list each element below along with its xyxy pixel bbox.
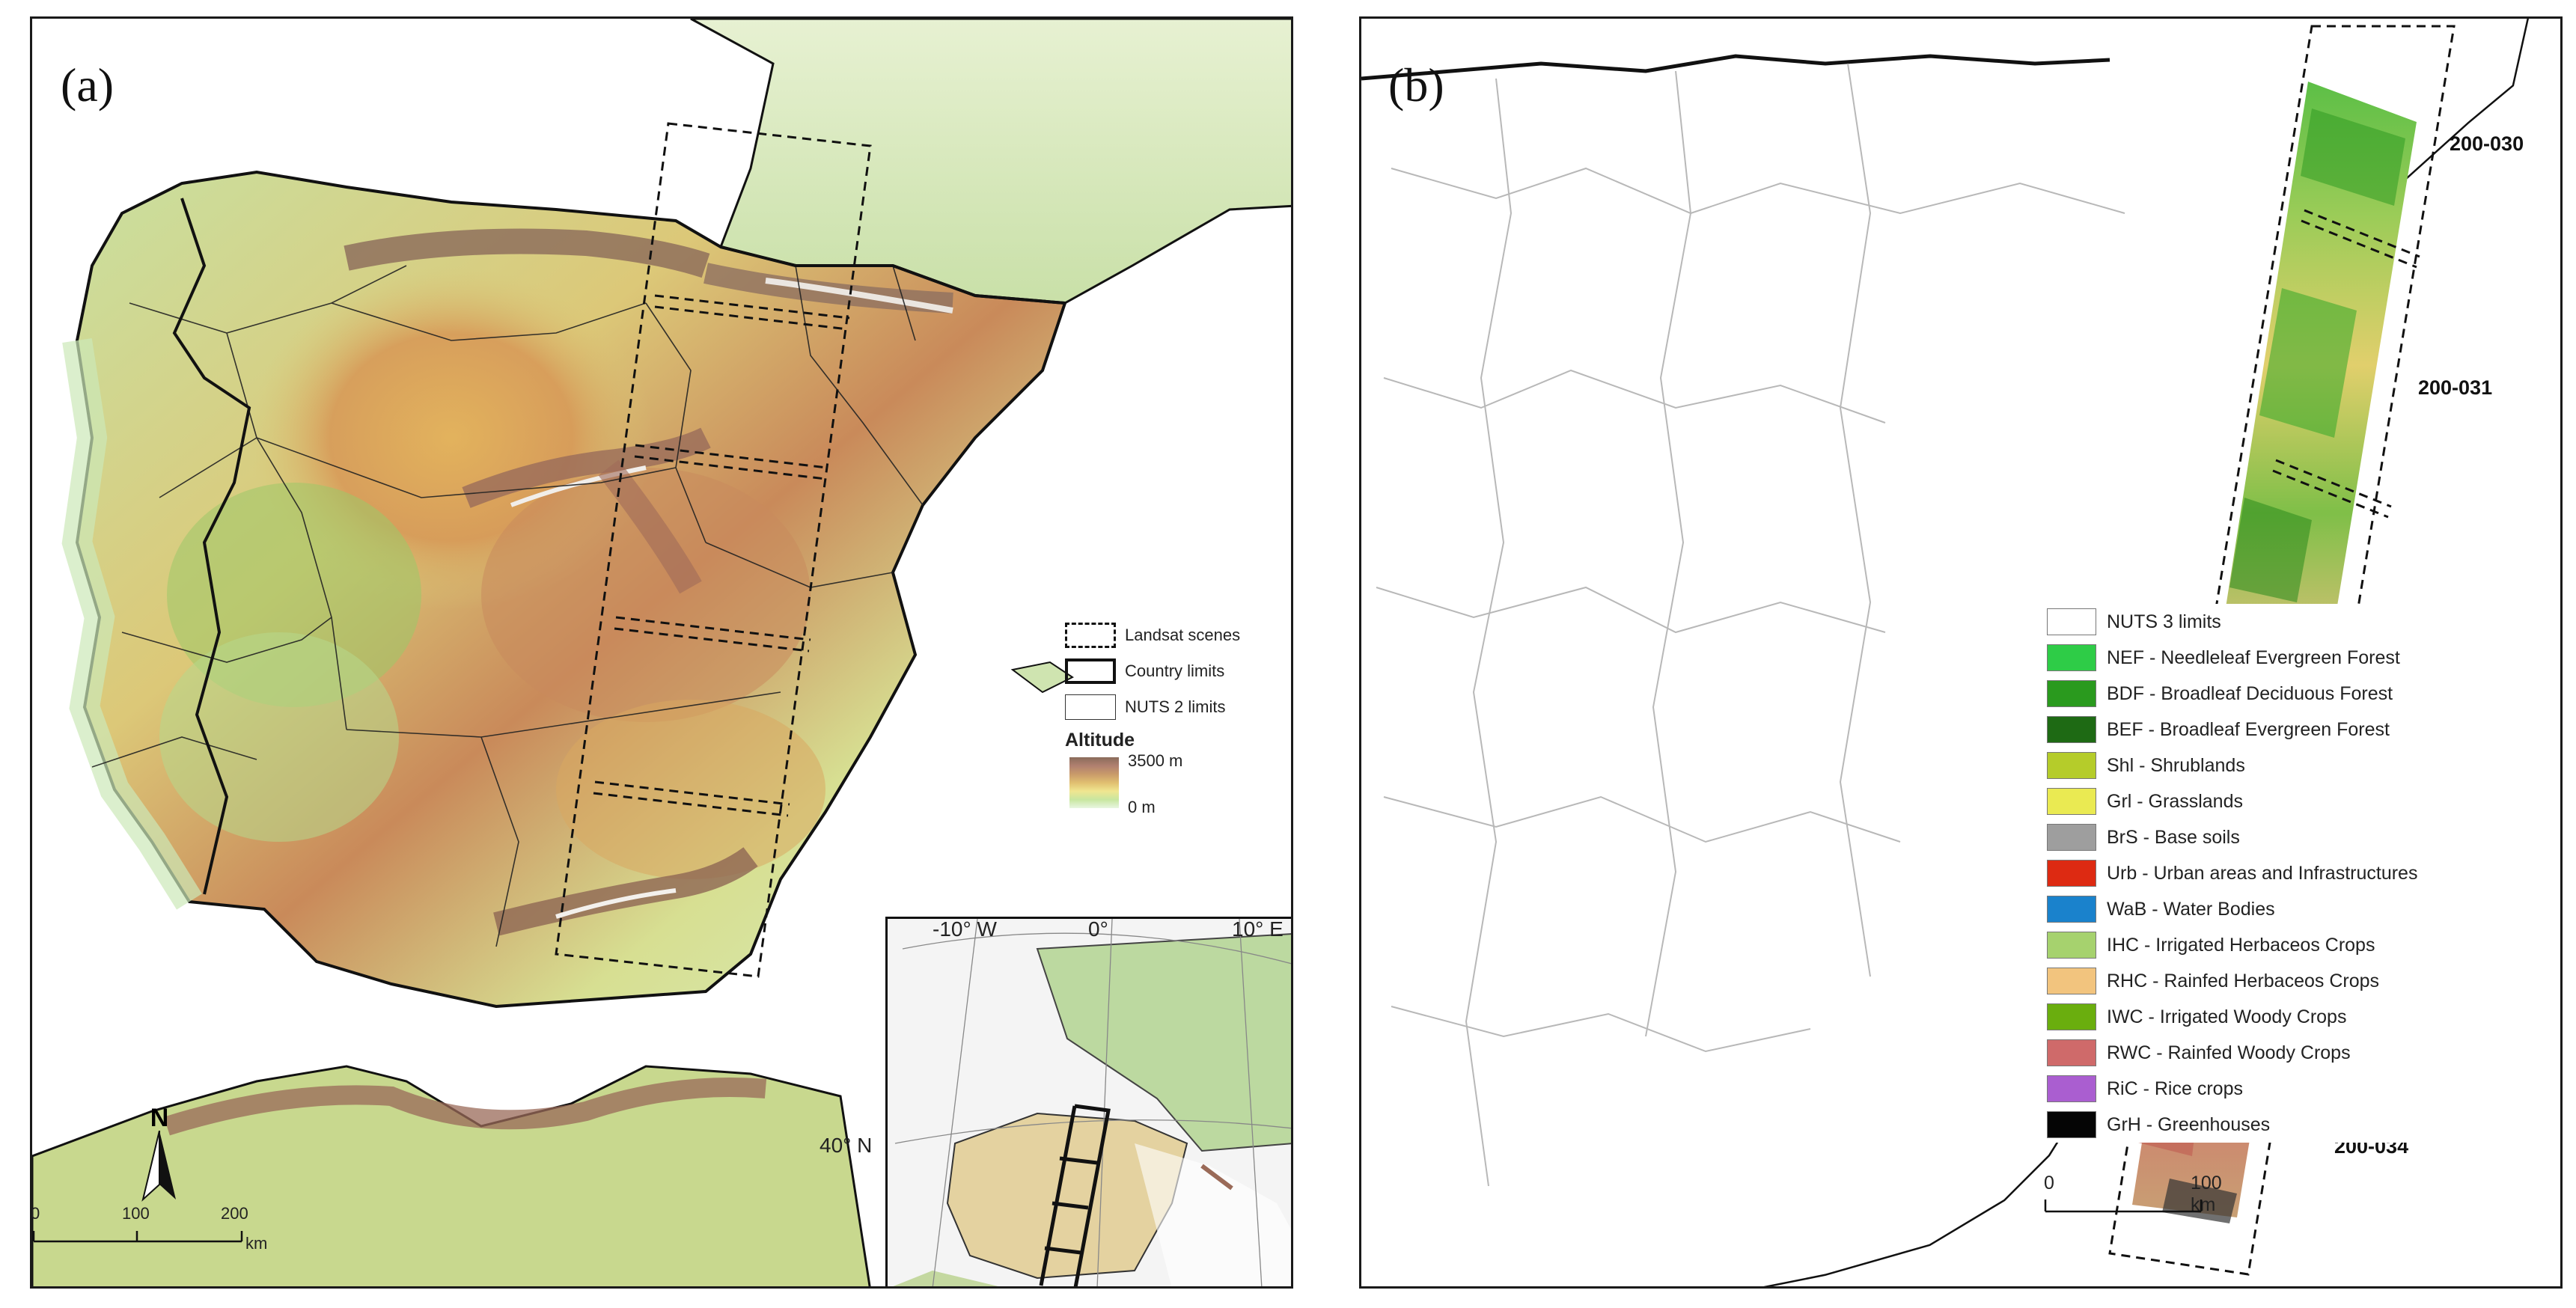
country-swatch xyxy=(1065,658,1116,684)
north-arrow-icon xyxy=(141,1131,176,1202)
legend-swatch xyxy=(2047,1111,2096,1138)
altitude-min-label: 0 m xyxy=(1128,798,1156,816)
legend-swatch xyxy=(2047,752,2096,779)
legend-label-nuts2: NUTS 2 limits xyxy=(1125,697,1226,716)
legend-label-country: Country limits xyxy=(1125,661,1225,680)
scalebar-tick-0: 0 xyxy=(31,1204,40,1223)
legend-swatch xyxy=(2047,680,2096,707)
legend-swatch xyxy=(2047,644,2096,671)
legend-item-bef: BEF - Broadleaf Evergreen Forest xyxy=(2045,712,2554,748)
legend-item-urb: Urb - Urban areas and Infrastructures xyxy=(2045,855,2554,891)
legend-item-iwc: IWC - Irrigated Woody Crops xyxy=(2045,999,2554,1035)
north-arrow: N xyxy=(137,1104,182,1202)
scalebar-line xyxy=(32,1231,243,1243)
inset-map-graphic xyxy=(888,919,1291,1286)
panel-a-label: (a) xyxy=(61,58,115,111)
legend-item-nef: NEF - Needleleaf Evergreen Forest xyxy=(2045,640,2554,676)
inset-lon-label-zero: 0° xyxy=(1088,917,1108,941)
scalebar-b-tick-0: 0 xyxy=(2044,1173,2054,1194)
legend-swatch xyxy=(2047,1039,2096,1066)
inset-lat-label-outside: 40° N xyxy=(820,1134,873,1157)
nuts2-swatch xyxy=(1065,694,1116,720)
legend-label-landsat: Landsat scenes xyxy=(1125,626,1241,644)
legend-label: RHC - Rainfed Herbaceos Crops xyxy=(2107,970,2380,991)
legend-item-wab: WaB - Water Bodies xyxy=(2045,891,2554,927)
legend-label: BEF - Broadleaf Evergreen Forest xyxy=(2107,718,2390,740)
legend-label: NEF - Needleleaf Evergreen Forest xyxy=(2107,647,2400,668)
scalebar-tick-100: 100 xyxy=(122,1204,150,1223)
legend-label: BDF - Broadleaf Deciduous Forest xyxy=(2107,682,2393,704)
panel-a-legend: Landsat scenes Country limits NUTS 2 lim… xyxy=(1065,617,1282,816)
legend-item-grh: GrH - Greenhouses xyxy=(2045,1107,2554,1143)
north-label: N xyxy=(150,1104,169,1132)
legend-item-grl: Grl - Grasslands xyxy=(2045,783,2554,819)
panel-b-legend: NUTS 3 limits NEF - Needleleaf Evergreen … xyxy=(2045,604,2554,1143)
legend-item-bdf: BDF - Broadleaf Deciduous Forest xyxy=(2045,676,2554,712)
scalebar-unit: km xyxy=(245,1234,268,1253)
legend-label: GrH - Greenhouses xyxy=(2107,1113,2271,1135)
inset-lon-label-west: -10° W xyxy=(933,917,997,941)
legend-item-brs: BrS - Base soils xyxy=(2045,819,2554,855)
panel-b-label: (b) xyxy=(1388,58,1444,111)
scalebar-b-line xyxy=(2044,1199,2203,1213)
legend-item-country: Country limits xyxy=(1065,653,1282,689)
legend-label: NUTS 3 limits xyxy=(2107,611,2221,632)
scene-label-200-031: 200-031 xyxy=(2418,376,2493,399)
legend-label: RiC - Rice crops xyxy=(2107,1078,2243,1099)
scalebar-tick-200: 200 xyxy=(221,1204,248,1223)
legend-item-nuts: NUTS 3 limits xyxy=(2045,604,2554,640)
inset-lon-label-east: 10° E xyxy=(1232,917,1284,941)
legend-swatch xyxy=(2047,1003,2096,1030)
panel-a-altitude-map: (a) Landsat scenes Country limits NUTS 2… xyxy=(30,16,1293,1289)
legend-label: WaB - Water Bodies xyxy=(2107,898,2275,920)
legend-label: BrS - Base soils xyxy=(2107,826,2240,848)
legend-swatch xyxy=(2047,932,2096,959)
legend-item-ric: RiC - Rice crops xyxy=(2045,1071,2554,1107)
legend-label: Urb - Urban areas and Infrastructures xyxy=(2107,862,2418,884)
legend-label: RWC - Rainfed Woody Crops xyxy=(2107,1042,2351,1063)
legend-label: Grl - Grasslands xyxy=(2107,790,2243,812)
legend-swatch xyxy=(2047,1075,2096,1102)
altitude-max-label: 3500 m xyxy=(1128,751,1183,770)
landsat-swatch xyxy=(1065,623,1116,648)
iberia-relief-map xyxy=(32,19,1291,1286)
inset-locator-map: -10° W 0° 10° E 40° N xyxy=(885,917,1291,1286)
panel-b-landcover-map: (b) 200-030 200-031 200-032 200-033 200-… xyxy=(1359,16,2563,1289)
legend-item-rwc: RWC - Rainfed Woody Crops xyxy=(2045,1035,2554,1071)
legend-swatch xyxy=(2047,788,2096,815)
legend-item-rhc: RHC - Rainfed Herbaceos Crops xyxy=(2045,963,2554,999)
legend-item-shl: Shl - Shrublands xyxy=(2045,748,2554,783)
legend-swatch xyxy=(2047,608,2096,635)
legend-item-landsat: Landsat scenes xyxy=(1065,617,1282,653)
altitude-color-ramp xyxy=(1069,757,1119,808)
legend-swatch xyxy=(2047,824,2096,851)
scene-label-200-030: 200-030 xyxy=(2450,132,2524,155)
altitude-title: Altitude xyxy=(1065,730,1135,751)
legend-label: IHC - Irrigated Herbaceos Crops xyxy=(2107,934,2375,956)
legend-swatch xyxy=(2047,860,2096,887)
legend-item-nuts2: NUTS 2 limits xyxy=(1065,689,1282,725)
legend-swatch xyxy=(2047,896,2096,923)
legend-swatch xyxy=(2047,716,2096,743)
altitude-ramp: 3500 m 0 m xyxy=(1065,751,1282,816)
legend-swatch xyxy=(2047,968,2096,994)
legend-item-ihc: IHC - Irrigated Herbaceos Crops xyxy=(2045,927,2554,963)
legend-label: Shl - Shrublands xyxy=(2107,754,2245,776)
legend-label: IWC - Irrigated Woody Crops xyxy=(2107,1006,2347,1027)
